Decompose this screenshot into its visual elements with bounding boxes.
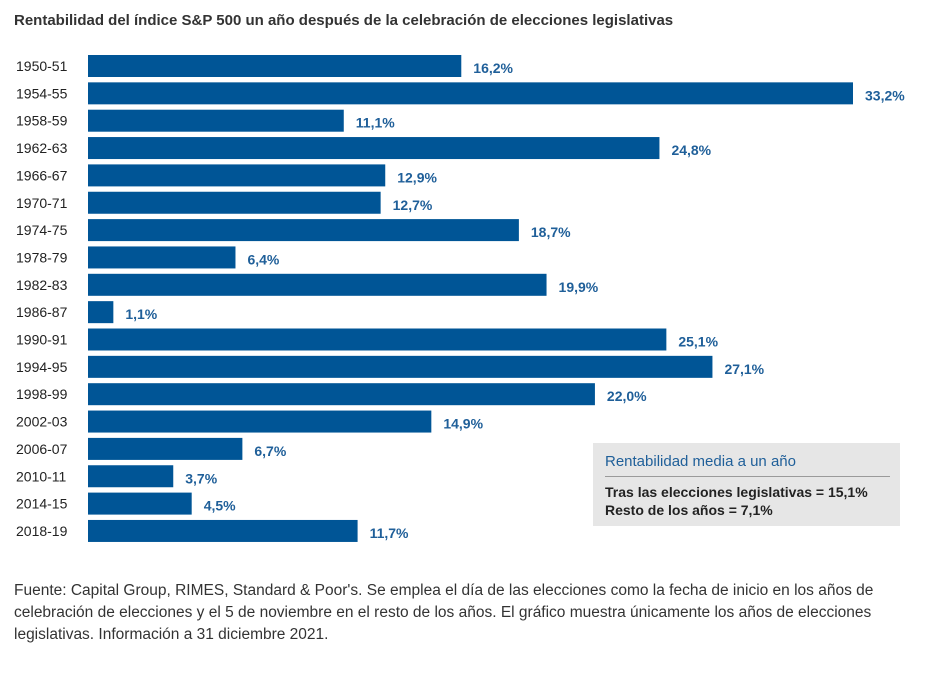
value-label: 1,1% xyxy=(125,306,157,322)
bar xyxy=(88,465,174,488)
callout-line-other-years: Resto de los años = 7,1% xyxy=(605,502,773,518)
value-label: 6,7% xyxy=(254,443,286,459)
category-label: 1998-99 xyxy=(16,386,68,402)
category-label: 1966-67 xyxy=(16,167,68,183)
bar xyxy=(88,410,432,433)
category-label: 1978-79 xyxy=(16,249,68,265)
average-return-callout: Rentabilidad media a un año Tras las ele… xyxy=(593,443,900,526)
value-label: 3,7% xyxy=(185,470,217,486)
value-label: 11,1% xyxy=(356,115,395,131)
value-label: 22,0% xyxy=(607,388,647,404)
bar xyxy=(88,55,462,77)
bar xyxy=(88,301,114,324)
bar xyxy=(88,82,853,105)
chart-title: Rentabilidad del índice S&P 500 un año d… xyxy=(14,12,674,29)
value-label: 11,7% xyxy=(370,525,409,541)
category-label: 1962-63 xyxy=(16,140,68,156)
category-label: 1990-91 xyxy=(16,332,68,348)
value-label: 33,2% xyxy=(865,87,905,103)
category-label: 1994-95 xyxy=(16,359,68,375)
category-label: 2002-03 xyxy=(16,414,68,430)
bar xyxy=(88,492,192,515)
source-footnote: Fuente: Capital Group, RIMES, Standard &… xyxy=(14,582,874,643)
category-label: 1970-71 xyxy=(16,195,68,211)
bar xyxy=(88,355,713,378)
category-label: 1986-87 xyxy=(16,304,68,320)
value-label: 18,7% xyxy=(531,224,571,240)
value-label: 19,9% xyxy=(559,279,599,295)
value-label: 27,1% xyxy=(724,361,764,377)
bar xyxy=(88,383,595,406)
category-label: 2010-11 xyxy=(16,468,67,484)
value-label: 6,4% xyxy=(247,251,279,267)
bar-chart: 1950-51 16,2% 1954-55 33,2% 1958-59 11,1% 1962… xyxy=(16,55,905,542)
bar xyxy=(88,164,386,187)
value-label: 4,5% xyxy=(204,498,236,514)
value-label: 14,9% xyxy=(443,416,483,432)
bar xyxy=(88,273,547,296)
bar xyxy=(88,109,344,132)
bar xyxy=(88,137,660,160)
bar xyxy=(88,328,667,351)
value-label: 12,7% xyxy=(393,197,433,213)
category-label: 1958-59 xyxy=(16,113,68,129)
category-label: 2006-07 xyxy=(16,441,68,457)
bar xyxy=(88,191,381,214)
value-label: 24,8% xyxy=(671,142,711,158)
callout-line-midterm: Tras las elecciones legislativas = 15,1% xyxy=(605,484,868,500)
bar xyxy=(88,519,358,542)
bar xyxy=(88,437,243,460)
callout-title: Rentabilidad media a un año xyxy=(605,453,796,470)
value-label: 25,1% xyxy=(678,334,718,350)
category-label: 1982-83 xyxy=(16,277,68,293)
category-label: 1950-51 xyxy=(16,58,68,74)
bar xyxy=(88,246,236,269)
callout-divider xyxy=(605,476,890,477)
category-label: 2014-15 xyxy=(16,496,68,512)
category-label: 1954-55 xyxy=(16,85,68,101)
value-label: 16,2% xyxy=(473,60,513,76)
bar xyxy=(88,219,519,242)
category-label: 2018-19 xyxy=(16,523,68,539)
category-label: 1974-75 xyxy=(16,222,68,238)
value-label: 12,9% xyxy=(397,169,437,185)
